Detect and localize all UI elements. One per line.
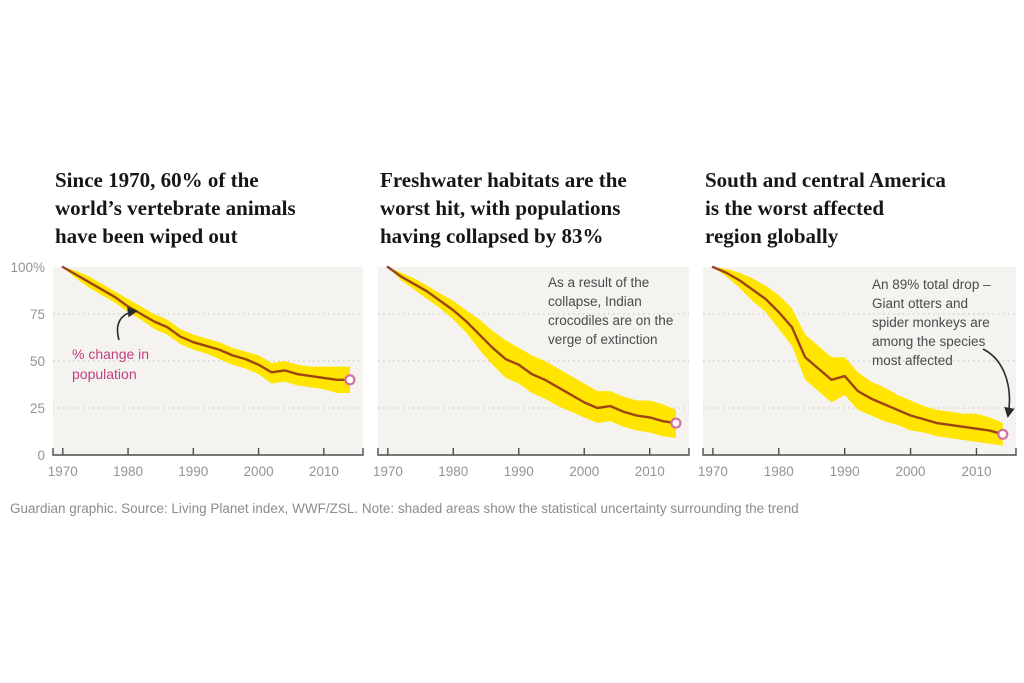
x-tick-label: 1980	[113, 464, 143, 479]
x-tick-label: 1980	[764, 464, 794, 479]
chart-plot-global: 1970 1980 1990 2000 2010 100% 75 50 25 0	[10, 260, 364, 479]
x-tick-label: 2010	[309, 464, 339, 479]
x-tick-label: 1970	[698, 464, 728, 479]
x-axis	[702, 448, 1017, 456]
y-tick-label: 100%	[10, 260, 45, 275]
x-tick-label: 1970	[373, 464, 403, 479]
trend-line	[386, 265, 678, 425]
y-tick-label: 75	[30, 307, 45, 322]
x-tick-label: 1980	[438, 464, 468, 479]
uncertainty-band	[62, 267, 350, 393]
trend-line	[711, 265, 1005, 436]
series-label-population-change: % change in population	[72, 346, 150, 382]
annotation-crocodiles: As a result of the collapse, Indian croc…	[548, 275, 674, 347]
end-point-marker	[997, 428, 1009, 440]
chart-title-global: Since 1970, 60% of the world’s vertebrat…	[55, 168, 296, 248]
x-tick-label: 2010	[961, 464, 991, 479]
end-point-marker	[344, 374, 356, 386]
x-axis	[52, 448, 364, 456]
x-axis	[377, 448, 690, 456]
trend-line	[61, 265, 352, 382]
uncertainty-band	[387, 267, 676, 439]
x-tick-label: 1990	[830, 464, 860, 479]
x-tick-label: 1990	[504, 464, 534, 479]
x-tick-label: 1990	[178, 464, 208, 479]
x-tick-label: 2000	[896, 464, 926, 479]
chart-title-south-america: South and central America is the worst a…	[705, 168, 946, 248]
y-tick-label: 25	[30, 401, 45, 416]
end-point-marker	[670, 417, 682, 429]
uncertainty-band	[712, 267, 1003, 446]
chart-title-freshwater: Freshwater habitats are the worst hit, w…	[380, 168, 627, 248]
chart-plot-freshwater: 1970 1980 1990 2000 2010	[373, 265, 690, 479]
y-tick-label: 50	[30, 354, 45, 369]
x-tick-label: 1970	[48, 464, 78, 479]
x-tick-label: 2000	[569, 464, 599, 479]
chart-plot-south-america: 1970 1980 1990 2000 2010	[698, 265, 1017, 479]
x-tick-label: 2010	[635, 464, 665, 479]
y-tick-label: 0	[37, 448, 45, 463]
source-note: Guardian graphic. Source: Living Planet …	[10, 501, 799, 516]
x-tick-label: 2000	[244, 464, 274, 479]
annotation-giant-otters: An 89% total drop – Giant otters and spi…	[872, 277, 991, 368]
